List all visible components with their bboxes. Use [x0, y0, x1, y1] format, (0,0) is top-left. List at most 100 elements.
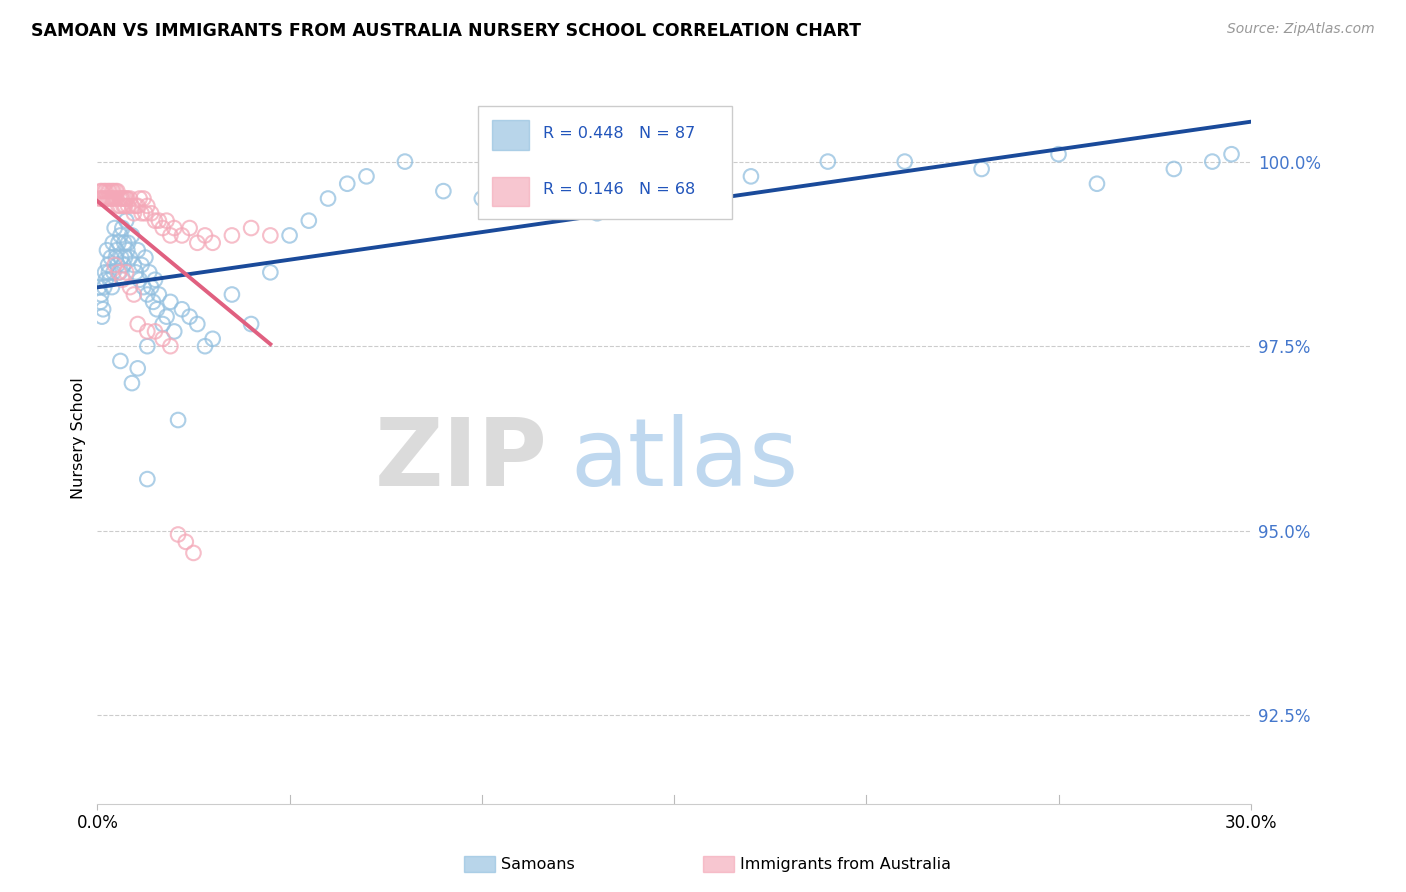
- Point: [110, 251, 132, 265]
- Point: [104, 184, 127, 198]
- Point: [471, 192, 494, 206]
- Point: [682, 147, 704, 161]
- Point: [167, 413, 190, 427]
- Point: [163, 325, 186, 339]
- Point: [104, 258, 127, 272]
- Point: [509, 169, 531, 184]
- Point: [89, 280, 111, 294]
- Point: [136, 472, 159, 486]
- Point: [91, 302, 114, 317]
- FancyBboxPatch shape: [492, 120, 529, 150]
- Text: Immigrants from Australia: Immigrants from Australia: [740, 857, 950, 871]
- Point: [112, 192, 135, 206]
- Point: [316, 192, 339, 206]
- Point: [432, 184, 454, 198]
- Point: [121, 376, 143, 390]
- Point: [89, 192, 111, 206]
- Point: [96, 243, 118, 257]
- Point: [100, 251, 122, 265]
- Point: [132, 192, 155, 206]
- Point: [141, 280, 163, 294]
- Point: [152, 317, 174, 331]
- Point: [125, 199, 148, 213]
- Point: [121, 199, 143, 213]
- Point: [624, 192, 647, 206]
- Point: [100, 192, 122, 206]
- Point: [122, 287, 145, 301]
- Point: [159, 294, 181, 309]
- Point: [1047, 147, 1070, 161]
- Point: [152, 221, 174, 235]
- Point: [110, 199, 132, 213]
- Point: [98, 273, 121, 287]
- Point: [1220, 147, 1243, 161]
- Text: R = 0.448   N = 87: R = 0.448 N = 87: [543, 126, 695, 141]
- Point: [136, 287, 159, 301]
- Point: [101, 235, 124, 250]
- Point: [186, 235, 208, 250]
- Point: [98, 184, 121, 198]
- Point: [94, 265, 117, 279]
- Point: [117, 199, 139, 213]
- Text: SAMOAN VS IMMIGRANTS FROM AUSTRALIA NURSERY SCHOOL CORRELATION CHART: SAMOAN VS IMMIGRANTS FROM AUSTRALIA NURS…: [31, 22, 860, 40]
- Point: [112, 235, 135, 250]
- Point: [127, 243, 149, 257]
- Point: [179, 221, 201, 235]
- Point: [141, 206, 163, 220]
- Point: [94, 184, 117, 198]
- Point: [94, 192, 117, 206]
- Point: [114, 251, 136, 265]
- Point: [142, 294, 165, 309]
- Point: [394, 154, 416, 169]
- Point: [170, 228, 193, 243]
- Point: [97, 192, 120, 206]
- Point: [143, 273, 166, 287]
- Point: [103, 184, 125, 198]
- Point: [97, 258, 120, 272]
- Point: [1163, 161, 1185, 176]
- Point: [91, 184, 114, 198]
- Text: R = 0.146   N = 68: R = 0.146 N = 68: [543, 183, 695, 197]
- Point: [179, 310, 201, 324]
- Point: [105, 192, 128, 206]
- Point: [259, 265, 281, 279]
- Point: [155, 213, 177, 227]
- Point: [152, 332, 174, 346]
- Point: [143, 213, 166, 227]
- Point: [107, 265, 129, 279]
- Point: [105, 258, 128, 272]
- Point: [117, 235, 139, 250]
- Point: [103, 265, 125, 279]
- Point: [115, 265, 138, 279]
- Point: [970, 161, 993, 176]
- Point: [117, 192, 139, 206]
- Point: [240, 317, 263, 331]
- Point: [111, 273, 134, 287]
- FancyBboxPatch shape: [492, 177, 529, 206]
- Point: [105, 184, 128, 198]
- Point: [194, 228, 217, 243]
- Point: [134, 251, 156, 265]
- Point: [112, 258, 135, 272]
- Point: [740, 169, 762, 184]
- Point: [117, 243, 139, 257]
- Point: [94, 273, 117, 287]
- Point: [127, 361, 149, 376]
- Point: [121, 228, 143, 243]
- Point: [127, 199, 149, 213]
- Point: [163, 221, 186, 235]
- Point: [110, 228, 132, 243]
- Point: [110, 192, 132, 206]
- Point: [174, 534, 197, 549]
- Point: [128, 273, 150, 287]
- Point: [336, 177, 359, 191]
- Point: [146, 302, 169, 317]
- Point: [167, 527, 190, 541]
- Point: [356, 169, 378, 184]
- Point: [183, 546, 205, 560]
- Point: [90, 287, 112, 301]
- Point: [131, 258, 153, 272]
- Point: [547, 154, 569, 169]
- Point: [115, 192, 138, 206]
- Point: [111, 192, 134, 206]
